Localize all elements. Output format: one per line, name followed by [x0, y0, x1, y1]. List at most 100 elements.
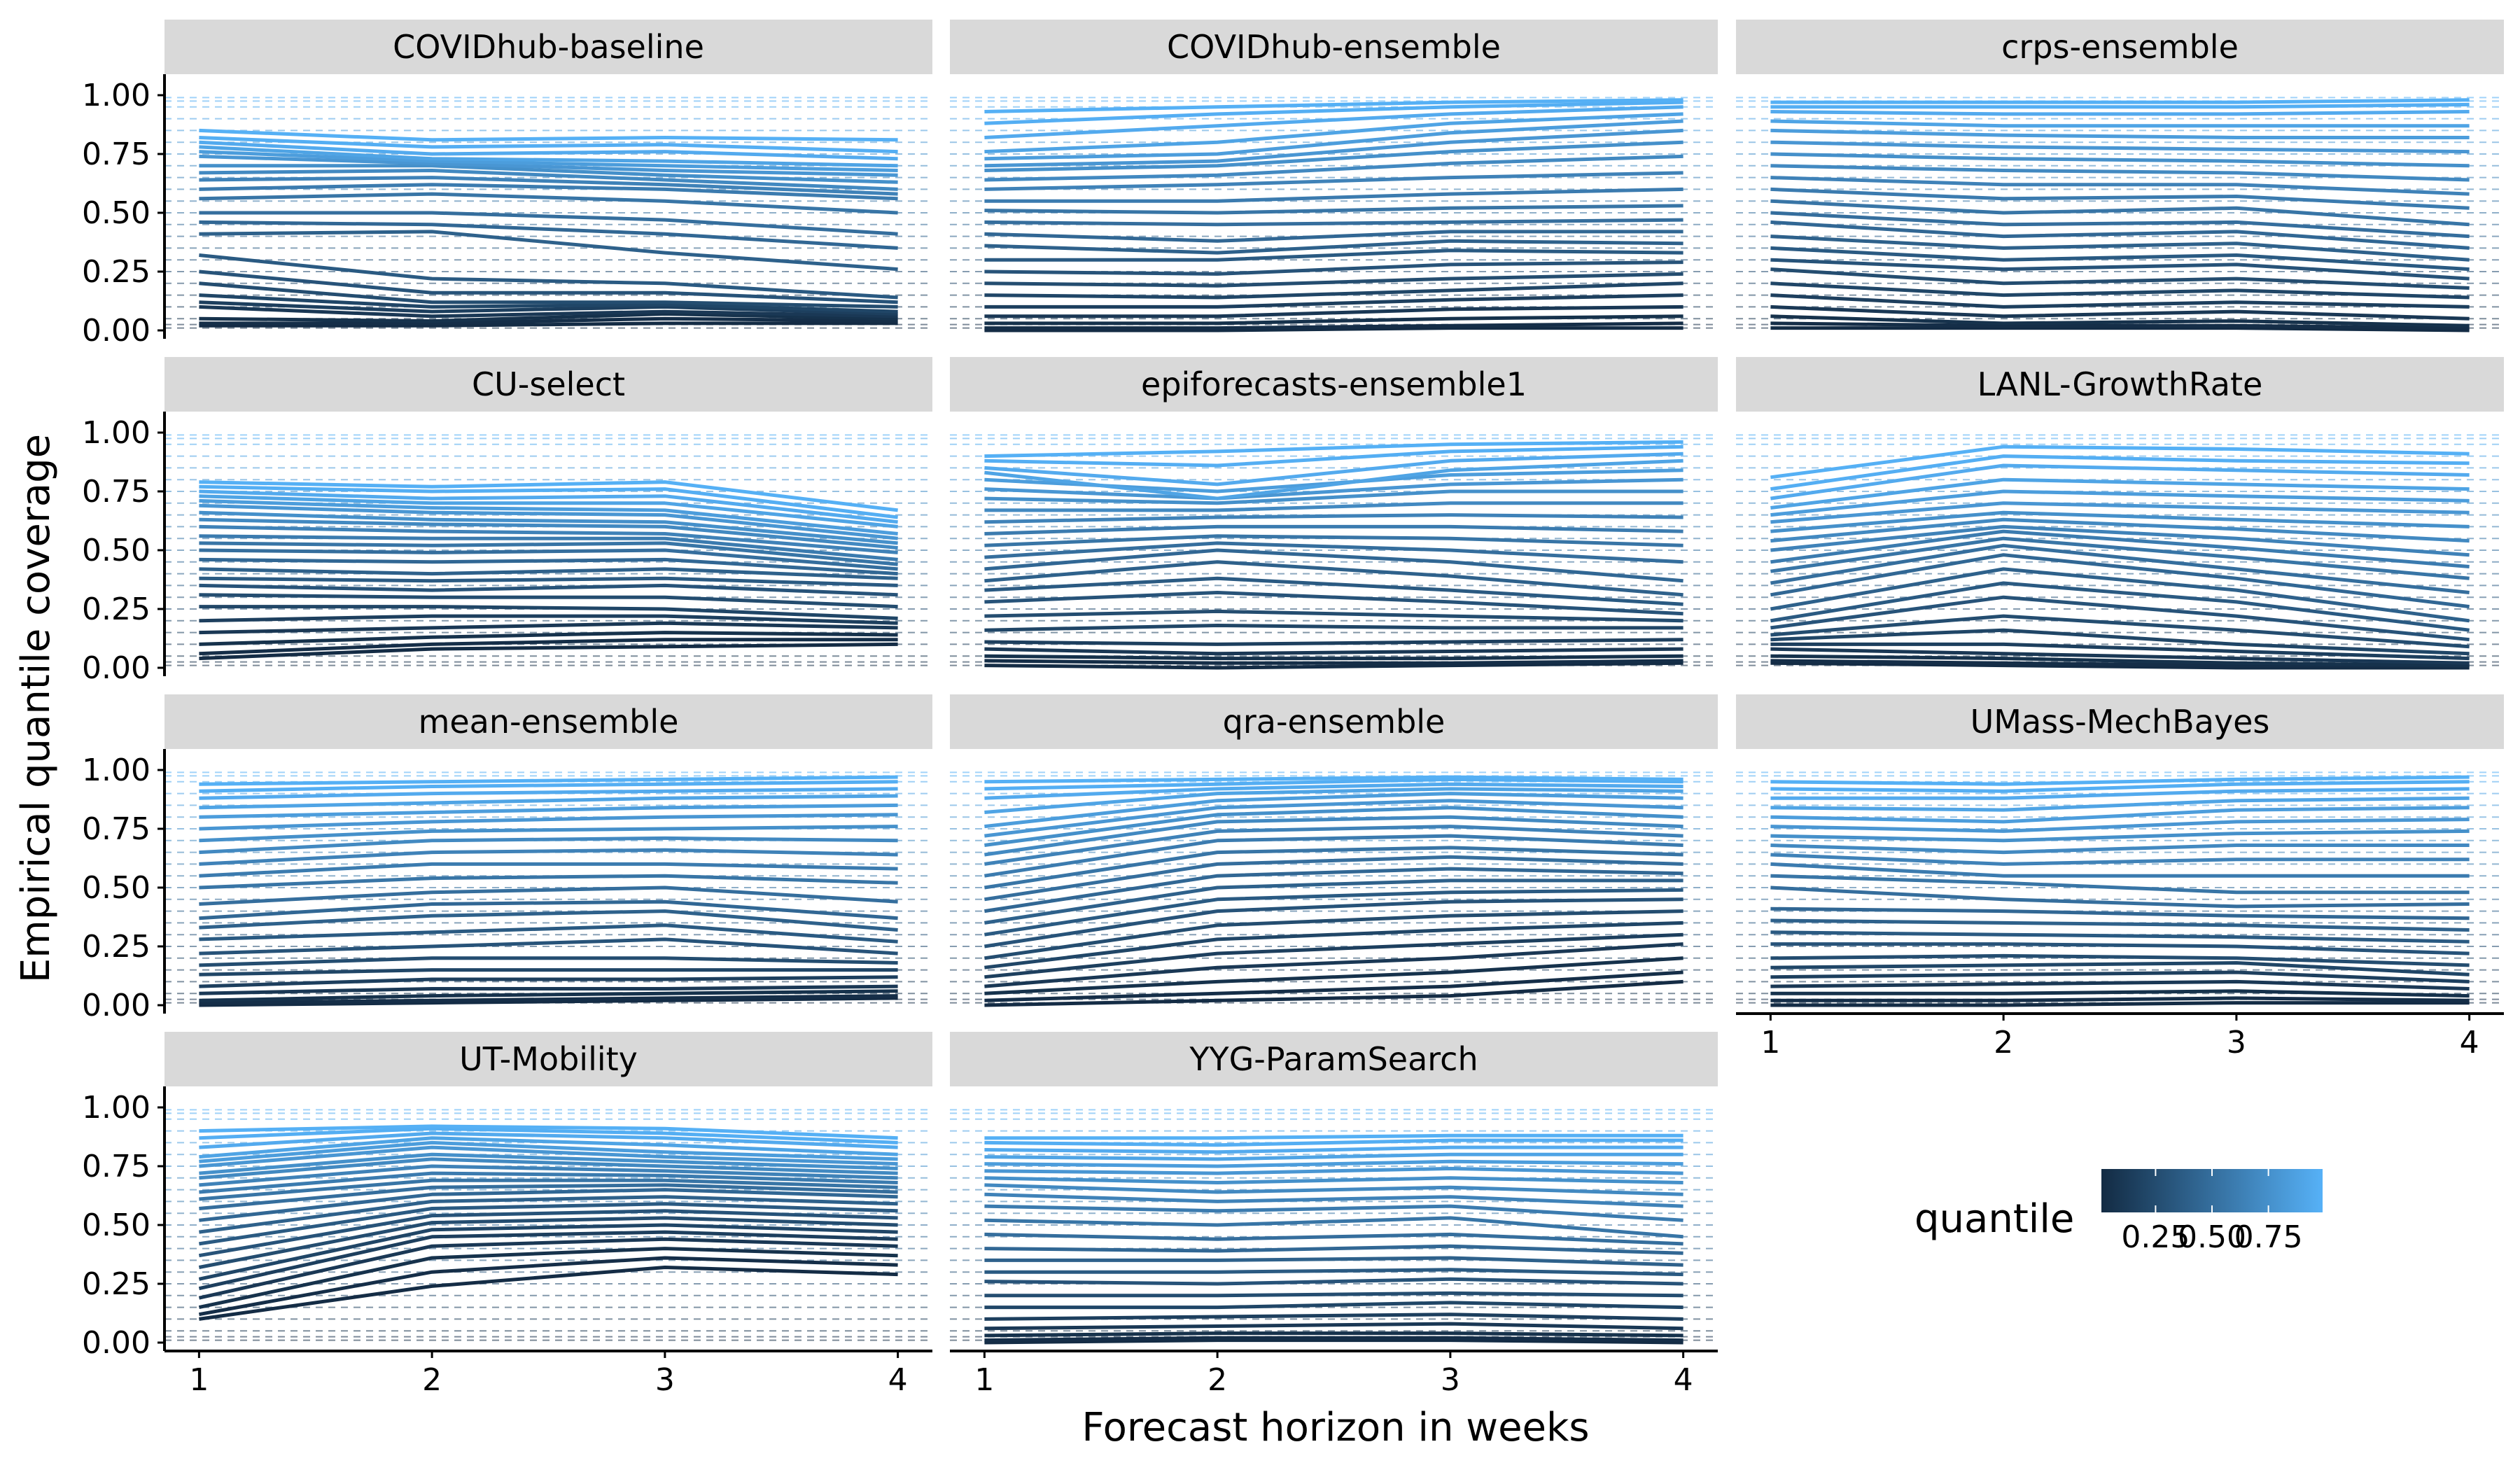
series-line-q0.3: [199, 937, 898, 955]
x-tick-label: 3: [655, 1362, 675, 1398]
series-line-q0.1: [199, 304, 898, 318]
series-line-q0.6: [199, 534, 898, 561]
series-line-q0.025: [984, 659, 1684, 665]
series-line-q0.15: [198, 1230, 898, 1291]
series-line-q0.1: [984, 647, 1684, 656]
series-line-q0.99: [199, 128, 898, 142]
series-line-q0.01: [984, 979, 1684, 1007]
series-line-q0.3: [984, 897, 1684, 948]
series-line-q0.4: [199, 1195, 898, 1234]
series-line-q0.55: [199, 541, 898, 566]
series-line-q0.99: [984, 98, 1684, 113]
series-line-q0.95: [984, 451, 1684, 486]
y-tick-label: 0.50: [82, 870, 150, 906]
series-line-q0.6: [1770, 862, 2470, 878]
series-line-q0.5: [984, 1232, 1684, 1246]
series-line-q0.45: [1770, 553, 2470, 609]
series-line-q0.95: [1770, 463, 2470, 500]
series-line-q0.45: [1770, 906, 2470, 920]
series-line-q0.05: [984, 314, 1684, 326]
series-line-q0.85: [1770, 128, 2470, 139]
series-line-q0.4: [1770, 918, 2470, 932]
series-line-q0.8: [199, 1145, 898, 1168]
series-line-q0.2: [1770, 281, 2470, 300]
series-line-q0.5: [984, 855, 1684, 902]
series-line-q0.8: [199, 154, 898, 177]
series-line-q0.3: [1770, 942, 2470, 955]
series-line-q0.35: [1770, 581, 2470, 632]
series-line-q0.05: [984, 1331, 1684, 1338]
series-line-q0.025: [1770, 996, 2470, 1002]
series-line-q0.75: [199, 825, 898, 843]
series-line-q0.975: [199, 1126, 898, 1144]
series-line-q0.01: [199, 642, 898, 661]
series-line-q0.25: [199, 281, 898, 309]
series-line-q0.35: [1770, 246, 2470, 272]
series-line-q0.01: [1770, 326, 2470, 332]
series-line-q0.9: [199, 1136, 898, 1159]
x-tick-label: 3: [1441, 1362, 1460, 1398]
y-tick-label: 0.00: [82, 988, 150, 1023]
series-line-q0.15: [199, 975, 898, 988]
y-tick-label: 0.00: [82, 650, 150, 686]
series-line-q0.99: [199, 1124, 898, 1140]
series-line-q0.85: [199, 1140, 898, 1163]
y-tick-label: 0.50: [82, 195, 150, 231]
series-line-q0.45: [199, 899, 898, 920]
series-line-q0.45: [984, 548, 1684, 583]
series-line-q0.45: [199, 557, 898, 576]
series-line-q0.2: [984, 624, 1684, 632]
series-line-q0.2: [198, 1223, 898, 1281]
series-line-q0.8: [1770, 818, 2470, 833]
series-line-q0.7: [984, 815, 1684, 857]
series-line-q0.75: [984, 806, 1684, 847]
strip-label: UT-Mobility: [459, 1040, 638, 1078]
series-line-q0.85: [984, 1159, 1684, 1168]
series-line-q0.25: [199, 956, 898, 967]
y-tick-label: 0.75: [82, 1149, 150, 1184]
legend-colorbar: [2101, 1169, 2323, 1212]
panel-mean-ensemble: mean-ensemble 0.00 0.25 0.50 0.75 1.00: [82, 694, 932, 1023]
series-line-q0.025: [199, 316, 898, 326]
y-tick-label: 0.25: [82, 929, 150, 965]
strip: [950, 694, 1718, 749]
series-line-q0.2: [199, 293, 898, 314]
series-line-q0.01: [984, 326, 1684, 332]
series-line-q0.99: [1770, 775, 2470, 786]
series-line-q0.8: [1770, 140, 2470, 154]
series-line-q0.45: [984, 1244, 1684, 1255]
series-line-q0.01: [1770, 1001, 2470, 1007]
series-line-q0.4: [199, 567, 898, 580]
series-line-q0.9: [984, 1152, 1684, 1161]
series-line-q0.05: [984, 956, 1684, 995]
series-line-q0.55: [1770, 199, 2470, 227]
series-line-q0.4: [984, 1256, 1684, 1267]
series-line-q0.05: [1770, 654, 2470, 668]
series-line-q0.1: [198, 1237, 898, 1300]
y-tick-label: 0.75: [82, 474, 150, 510]
series-line-q0.4: [1770, 567, 2470, 623]
series-line-q0.1: [199, 621, 898, 635]
series-line-q0.9: [199, 794, 898, 810]
series-line-q0.9: [984, 112, 1684, 154]
series-line-q0.99: [984, 440, 1684, 458]
series-line-q0.9: [199, 494, 898, 528]
series-line-q0.975: [984, 444, 1684, 468]
y-tick-label: 0.75: [82, 136, 150, 172]
series-line-q0.05: [1770, 989, 2470, 998]
series-line-q0.3: [984, 1277, 1684, 1286]
series-line-q0.15: [1770, 642, 2470, 661]
series-line-q0.2: [984, 920, 1684, 969]
x-tick-label: 4: [2460, 1025, 2479, 1060]
strip: [1736, 20, 2504, 74]
series-line-q0.025: [984, 1336, 1684, 1343]
x-tick-label: 1: [189, 1362, 209, 1398]
series-line-q0.25: [1770, 953, 2470, 967]
series-line-q0.4: [984, 239, 1684, 255]
series-line-q0.9: [1770, 477, 2470, 510]
series-line-q0.025: [984, 970, 1684, 1002]
strip: [950, 357, 1718, 412]
series-line-q0.7: [199, 517, 898, 550]
strip: [164, 20, 932, 74]
